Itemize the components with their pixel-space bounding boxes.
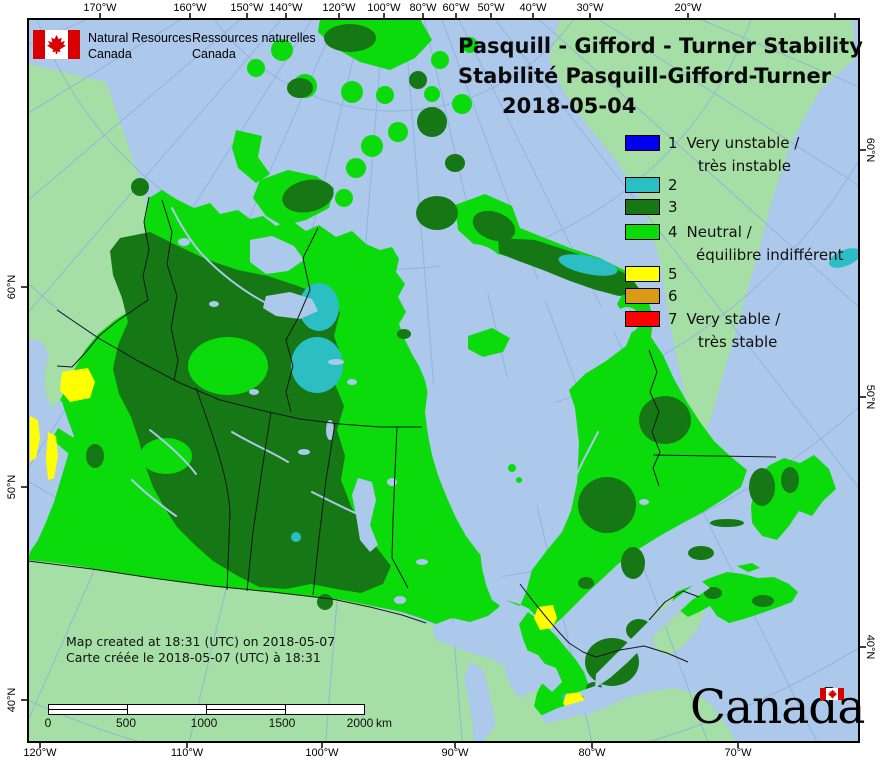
legend-entry-5: 5 bbox=[668, 265, 678, 283]
foreign-land bbox=[28, 19, 855, 742]
lon-label: 80°W bbox=[409, 2, 437, 14]
legend-entry-4-line2: équilibre indifférent bbox=[696, 246, 844, 264]
legend-swatch-6 bbox=[625, 288, 660, 304]
legend-entry-4: 4 Neutral / bbox=[668, 223, 752, 241]
logo-en-line2: Canada bbox=[88, 46, 132, 61]
legend-value: 6 bbox=[668, 287, 678, 305]
lon-label: 50°W bbox=[477, 2, 505, 14]
lon-label: 100°W bbox=[367, 2, 401, 14]
lon-label: 120°W bbox=[23, 747, 57, 759]
legend-entry-7: 7 Very stable / bbox=[668, 310, 780, 328]
legend-swatch-7 bbox=[625, 311, 660, 327]
lon-label: 160°W bbox=[173, 2, 207, 14]
scale-unit: km bbox=[376, 716, 392, 730]
legend-value: 3 bbox=[668, 198, 678, 216]
legend-value: 2 bbox=[668, 176, 678, 194]
lon-label: 70°W bbox=[724, 747, 752, 759]
legend-entry-3: 3 bbox=[668, 198, 678, 216]
lat-label: 50°N bbox=[864, 384, 876, 410]
legend-swatch-1 bbox=[625, 135, 660, 151]
lon-label: 40°W bbox=[519, 2, 547, 14]
legend-swatch-2 bbox=[625, 177, 660, 193]
canada-flag-icon bbox=[33, 30, 80, 59]
scale-segment bbox=[128, 705, 207, 714]
lon-label: 150°W bbox=[230, 2, 264, 14]
class2-patches bbox=[291, 248, 859, 701]
scale-tick-label: 1500 bbox=[268, 716, 296, 730]
map-title-fr: Stabilité Pasquill-Gifford-Turner bbox=[458, 64, 832, 88]
lon-label: 20°W bbox=[674, 2, 702, 14]
legend-entry-6: 6 bbox=[668, 287, 678, 305]
maple-leaf-icon bbox=[827, 689, 837, 699]
lon-label: 80°W bbox=[578, 747, 606, 759]
water-bodies bbox=[131, 207, 710, 742]
logo-en-line1: Natural Resources bbox=[88, 31, 192, 45]
lat-label: 60°N bbox=[864, 137, 876, 163]
scale-segment bbox=[49, 705, 128, 714]
legend-swatch-5 bbox=[625, 266, 660, 282]
wordmark-flag-icon bbox=[820, 688, 844, 700]
legend-entry-2: 2 bbox=[668, 176, 678, 194]
scale-segment bbox=[207, 705, 286, 714]
scale-tick-label: 1000 bbox=[190, 716, 218, 730]
legend-label: Very unstable / bbox=[686, 134, 800, 152]
legend-value: 4 bbox=[668, 223, 678, 241]
scale-tick-label: 500 bbox=[115, 716, 137, 730]
lon-label: 60°W bbox=[442, 2, 470, 14]
lon-label: 170°W bbox=[83, 2, 117, 14]
legend-label: Neutral / bbox=[686, 223, 752, 241]
map-title-date: 2018-05-04 bbox=[502, 94, 637, 118]
map-title-en: Pasquill - Gifford - Turner Stability bbox=[458, 34, 863, 58]
logo-text-fr: Ressources naturelles Canada bbox=[192, 31, 316, 62]
lat-label: 40°N bbox=[864, 634, 876, 660]
scale-bar bbox=[48, 704, 365, 715]
logo-fr-line1: Ressources naturelles bbox=[192, 31, 316, 45]
maple-leaf-icon bbox=[47, 35, 66, 54]
lat-label: 60°N bbox=[6, 274, 18, 300]
map-created-en: Map created at 18:31 (UTC) on 2018-05-07 bbox=[66, 634, 336, 649]
lat-label: 50°N bbox=[6, 474, 18, 500]
legend-value: 1 bbox=[668, 134, 678, 152]
lon-label: 110°W bbox=[170, 747, 204, 759]
lon-label: 100°W bbox=[305, 747, 339, 759]
legend-value: 5 bbox=[668, 265, 678, 283]
logo-text-en: Natural Resources Canada bbox=[88, 31, 192, 62]
legend-swatch-4 bbox=[625, 224, 660, 240]
legend-swatch-3 bbox=[625, 199, 660, 215]
axis-ticks bbox=[21, 13, 866, 748]
lon-label: 120°W bbox=[322, 2, 356, 14]
scale-tick-label: 2000 bbox=[346, 716, 374, 730]
lon-label: 30°W bbox=[576, 2, 604, 14]
lon-label: 140°W bbox=[269, 2, 303, 14]
legend-label: Very stable / bbox=[686, 310, 781, 328]
map-frame bbox=[27, 18, 860, 743]
scale-segment bbox=[286, 705, 364, 714]
lon-label: 90°W bbox=[441, 747, 469, 759]
legend-value: 7 bbox=[668, 310, 678, 328]
legend-entry-7-line2: très stable bbox=[698, 333, 778, 351]
logo-fr-line2: Canada bbox=[192, 46, 236, 61]
scale-tick-label: 0 bbox=[44, 716, 52, 730]
map-created-fr: Carte créée le 2018-05-07 (UTC) à 18:31 bbox=[66, 650, 321, 665]
borders bbox=[28, 196, 777, 663]
legend-entry-1-line2: très instable bbox=[698, 157, 792, 175]
legend-entry-1: 1 Very unstable / bbox=[668, 134, 799, 152]
lat-label: 40°N bbox=[6, 687, 18, 713]
